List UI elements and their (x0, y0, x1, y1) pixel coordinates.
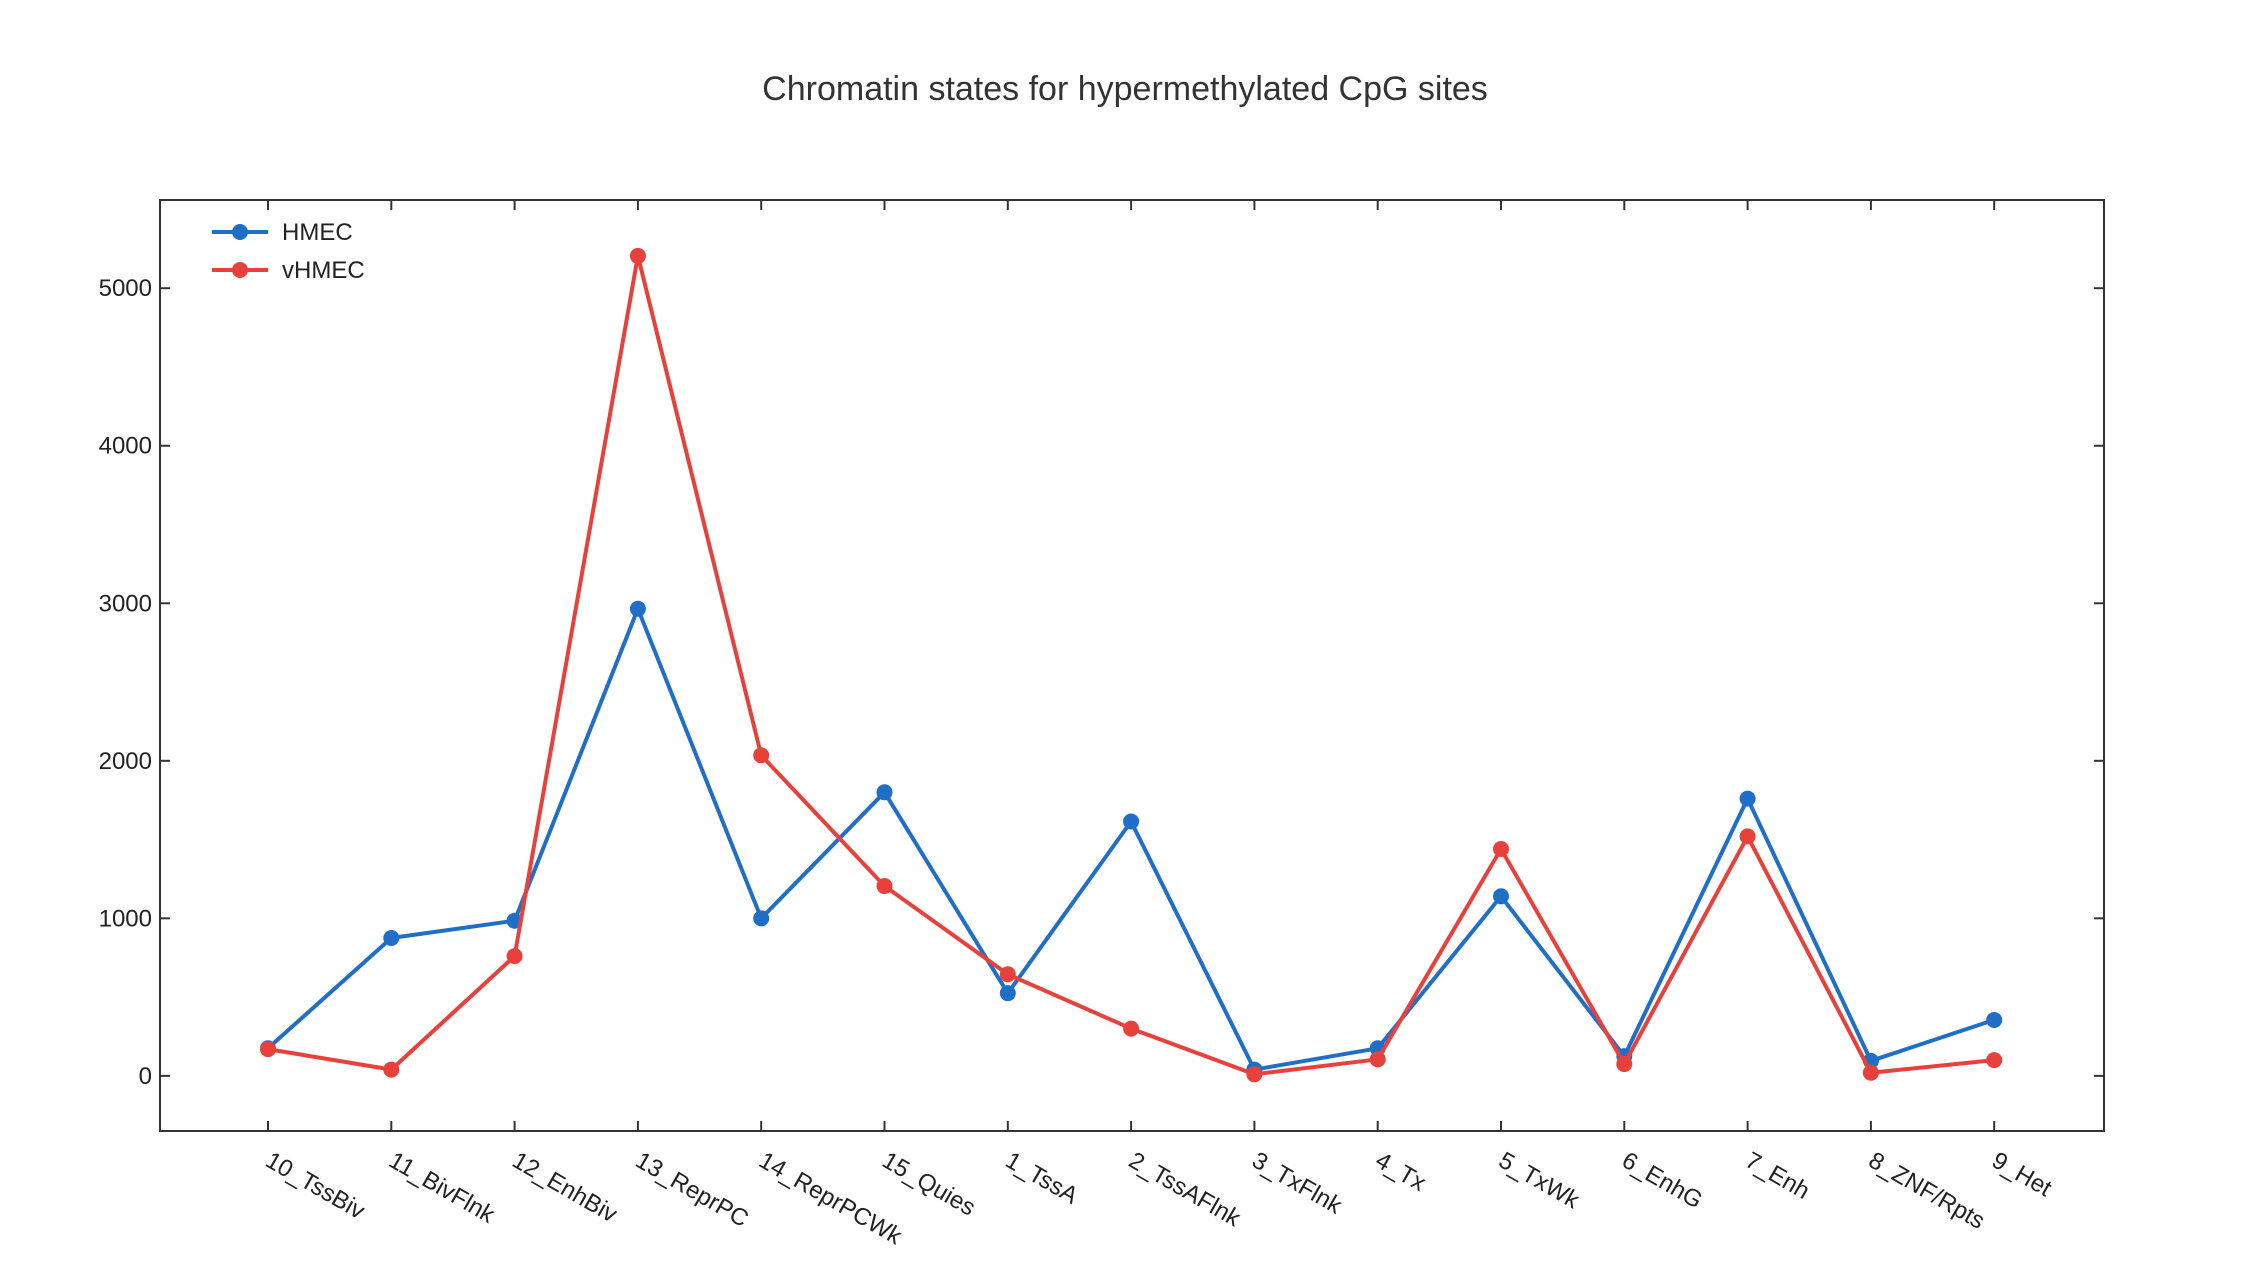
legend-label: vHMEC (282, 257, 365, 284)
x-tick-label: 7_Enh (1741, 1147, 1815, 1205)
x-tick-label: 3_TxFlnk (1247, 1147, 1347, 1220)
y-tick-label: 0 (139, 1063, 152, 1090)
data-point (1369, 1051, 1386, 1068)
y-tick-label: 3000 (99, 590, 152, 617)
data-point (876, 784, 893, 801)
series-vHMEC (260, 247, 2003, 1083)
y-tick-label: 4000 (99, 433, 152, 460)
data-point (383, 1061, 400, 1078)
data-point (1986, 1052, 2003, 1069)
y-axis: 0 1000 2000 3000 4000 5000 (99, 275, 2104, 1090)
legend-item: vHMEC (212, 257, 365, 284)
legend-item: HMEC (212, 219, 353, 246)
x-tick-label: 9_Het (1987, 1147, 2056, 1203)
chart-title: Chromatin states for hypermethylated CpG… (762, 70, 1488, 108)
y-tick-label: 2000 (99, 748, 152, 775)
legend: HMEC vHMEC (212, 219, 365, 284)
x-tick-label: 11_BivFlnk (384, 1147, 500, 1229)
y-tick-label: 1000 (99, 905, 152, 932)
x-tick-label: 8_ZNF/Rpts (1864, 1147, 1990, 1235)
data-point (1986, 1011, 2003, 1028)
data-point (383, 930, 400, 947)
x-tick-label: 4_Tx (1371, 1147, 1431, 1197)
y-tick-label: 5000 (99, 275, 152, 302)
x-axis: 10_TssBiv 11_BivFlnk 12_EnhBiv 13_ReprPC 14_… (261, 200, 2056, 1251)
data-point (260, 1041, 276, 1058)
x-tick-label: 10_TssBiv (261, 1147, 369, 1225)
data-point (1493, 841, 1509, 858)
data-point (1493, 888, 1509, 905)
legend-marker (232, 224, 248, 240)
data-point (1123, 1020, 1140, 1037)
x-tick-label: 15_Quies (878, 1147, 980, 1222)
legend-label: HMEC (282, 219, 353, 246)
x-tick-label: 1_TssA (1001, 1147, 1083, 1210)
data-point (1862, 1064, 1879, 1081)
data-point (1739, 828, 1756, 845)
x-tick-label: 5_TxWk (1494, 1147, 1585, 1215)
data-point (629, 600, 646, 617)
data-point (999, 966, 1016, 983)
x-tick-label: 12_EnhBiv (508, 1147, 622, 1228)
data-point (999, 985, 1016, 1002)
data-point (1616, 1056, 1633, 1073)
x-tick-label: 2_TssAFlnk (1124, 1147, 1246, 1233)
x-tick-label: 6_EnhG (1617, 1147, 1707, 1214)
series-layer (260, 247, 2003, 1083)
legend-marker (232, 262, 248, 278)
data-point (1246, 1066, 1263, 1083)
series-line (266, 606, 1995, 1072)
data-point (1739, 790, 1756, 807)
series-line (267, 253, 1995, 1077)
data-point (753, 747, 770, 764)
plot-area-frame (159, 199, 2105, 1132)
data-point (629, 247, 646, 264)
data-point (1123, 813, 1140, 830)
data-point (506, 948, 523, 965)
data-point (876, 878, 893, 895)
data-point (753, 910, 770, 927)
x-tick-label: 13_ReprPC (631, 1147, 753, 1233)
